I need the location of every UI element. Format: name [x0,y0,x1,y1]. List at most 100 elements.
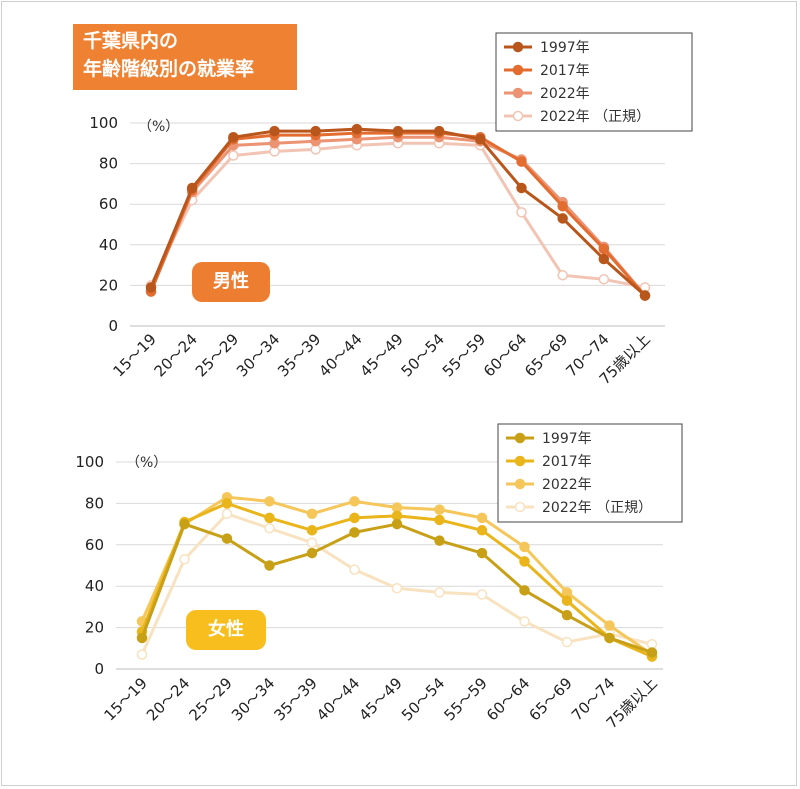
title-line-2: 年齢階級別の就業率 [83,58,255,80]
data-point [519,556,530,567]
male-chart: 0 20 40 60 80 100 （%） 15～1920～2425～2930～3435～39… [89,32,693,388]
y-tick-label: 80 [99,155,118,173]
legend-label: 1997年 [540,40,590,56]
data-point [186,182,198,194]
legend-swatch-marker [512,110,524,122]
x-tick-label: 65～69 [525,674,575,724]
legend-label: 1997年 [542,431,592,447]
legend-swatch-marker [514,455,526,467]
legend-label: 2022年 [542,477,592,493]
data-point [179,518,190,530]
data-point [351,123,363,135]
data-point [434,514,445,526]
legend-swatch-marker [512,41,524,53]
x-tick-label: 25～29 [185,674,235,724]
x-tick-label: 60～64 [480,330,530,380]
data-point [269,125,280,137]
y-tick-label: 20 [99,276,118,294]
data-point [516,207,527,218]
x-tick-label: 45～49 [356,330,406,380]
data-point [221,498,233,509]
data-point [434,587,445,598]
data-point [475,133,486,145]
legend-swatch-marker [512,64,524,76]
x-tick-label: 30～34 [233,330,283,380]
data-point [561,609,573,621]
x-tick-label: 50～54 [398,330,448,380]
data-point [519,616,530,627]
data-point [476,525,488,536]
data-point [557,270,568,281]
data-point [264,522,275,534]
data-point [306,547,318,559]
data-point [310,125,321,137]
legend-label: 2017年 [540,63,590,79]
data-point [228,150,239,161]
data-point [264,560,275,571]
data-point [349,527,360,538]
x-tick-label: 50～54 [398,674,448,724]
x-tick-label: 35～39 [270,674,320,724]
data-point [598,243,610,255]
data-point [557,200,568,212]
data-point [561,595,573,606]
data-point [519,541,530,553]
data-point [598,274,610,285]
y-unit-label: （%） [126,455,167,471]
data-point [136,632,148,644]
data-point [349,512,360,524]
male-tag: 男性 [192,262,270,302]
data-point [228,131,239,143]
data-point [519,585,530,596]
data-point [646,647,658,658]
legend-label: 2022年 （正規） [542,500,652,516]
data-point [179,554,190,565]
legend-label: 2017年 [542,454,592,470]
x-tick-label: 45～49 [355,674,405,724]
x-tick-label: 65～69 [521,330,571,380]
x-tick-label: 20～24 [151,330,201,380]
y-tick-label: 40 [85,577,104,595]
x-tick-label: 55～59 [440,674,490,724]
data-point [476,512,488,524]
x-tick-label: 30～34 [228,674,278,724]
data-point [136,649,148,660]
legend-swatch-marker [512,87,524,99]
data-point [264,496,275,507]
data-point [639,290,651,301]
y-tick-label: 0 [94,660,104,678]
legend-label: 2022年 [540,86,590,102]
x-tick-label: 35～39 [274,330,324,380]
x-tick-label: 55～59 [439,330,489,380]
data-point [145,282,157,293]
legend-swatch-marker [514,432,526,444]
y-tick-label: 40 [99,236,118,254]
x-tick-label: 40～44 [313,674,363,724]
data-point [476,547,488,559]
data-point [264,512,275,524]
data-point [221,533,233,544]
female-chart: 0 20 40 60 80 100 （%） 15～1920～2425～2930～3435～39… [75,423,683,732]
data-point [476,589,488,600]
x-tick-label: 40～44 [315,330,365,380]
data-point [434,535,445,546]
x-tick-label: 20～24 [143,674,193,724]
data-point [434,504,445,515]
y-tick-label: 20 [85,619,104,637]
data-point [604,632,615,644]
data-point [561,636,573,648]
data-point [604,620,615,631]
y-tick-label: 0 [108,317,118,335]
data-point [516,156,527,167]
y-tick-label: 100 [89,114,118,132]
data-point [433,125,445,137]
data-point [391,518,403,530]
x-tick-label: 60～64 [483,674,533,724]
x-tick-label: 15～19 [100,674,150,724]
female-tag: 女性 [186,610,266,650]
data-point [598,253,610,265]
data-point [392,125,404,137]
data-point [391,583,403,594]
